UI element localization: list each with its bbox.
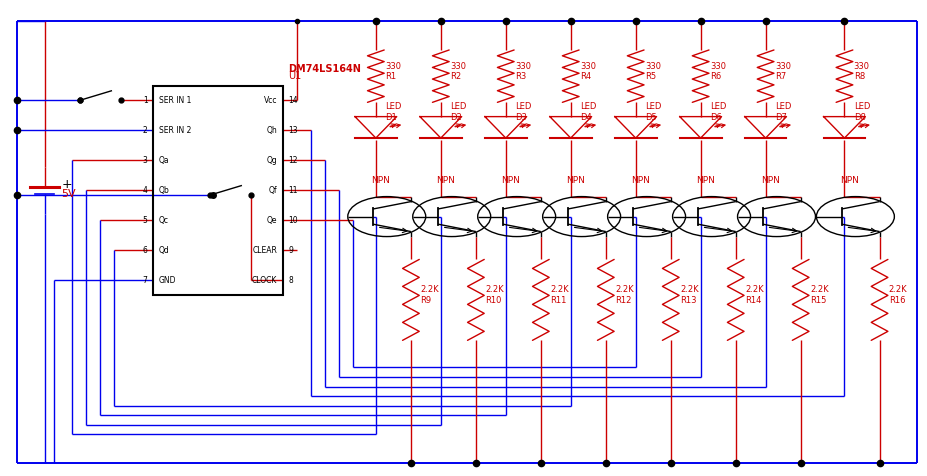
Text: LED
D6: LED D6	[709, 102, 726, 121]
Text: NPN: NPN	[760, 176, 779, 185]
Text: 6: 6	[143, 246, 147, 255]
Text: 3: 3	[143, 156, 147, 165]
Text: 2.2K
R13: 2.2K R13	[679, 286, 698, 305]
Text: 330
R5: 330 R5	[644, 62, 660, 81]
Text: 2.2K
R15: 2.2K R15	[809, 286, 828, 305]
Text: 10: 10	[288, 216, 298, 225]
Text: LED
D7: LED D7	[774, 102, 791, 121]
Text: NPN: NPN	[501, 176, 519, 185]
Text: CLOCK: CLOCK	[252, 276, 277, 285]
Text: LED
D8: LED D8	[853, 102, 870, 121]
Text: SER IN 2: SER IN 2	[159, 126, 191, 135]
Text: 2.2K
R11: 2.2K R11	[550, 286, 568, 305]
Text: Qf: Qf	[269, 186, 277, 195]
Text: NPN: NPN	[436, 176, 454, 185]
Text: 9: 9	[288, 246, 293, 255]
Text: 8: 8	[288, 276, 293, 285]
Text: 11: 11	[288, 186, 298, 195]
Text: SER IN 1: SER IN 1	[159, 96, 191, 105]
Text: LED
D5: LED D5	[644, 102, 661, 121]
Text: LED
D3: LED D3	[514, 102, 531, 121]
Text: 330
R2: 330 R2	[450, 62, 465, 81]
Text: Qa: Qa	[159, 156, 169, 165]
Text: LED
D4: LED D4	[579, 102, 596, 121]
Text: 2.2K
R9: 2.2K R9	[420, 286, 438, 305]
Text: DM74LS164N: DM74LS164N	[287, 64, 361, 74]
Text: GND: GND	[159, 276, 176, 285]
Text: NPN: NPN	[839, 176, 857, 185]
Text: Vcc: Vcc	[263, 96, 277, 105]
Text: 2: 2	[143, 126, 147, 135]
Text: U1: U1	[287, 71, 300, 81]
Text: NPN: NPN	[695, 176, 714, 185]
Text: 330
R8: 330 R8	[853, 62, 869, 81]
Text: +: +	[61, 178, 71, 191]
Text: 2.2K
R12: 2.2K R12	[615, 286, 633, 305]
Text: 330
R7: 330 R7	[774, 62, 790, 81]
Text: 13: 13	[288, 126, 298, 135]
Text: NPN: NPN	[630, 176, 649, 185]
Text: 2.2K
R14: 2.2K R14	[744, 286, 763, 305]
Text: 2.2K
R16: 2.2K R16	[888, 286, 907, 305]
Bar	[153, 86, 283, 295]
Text: Qb: Qb	[159, 186, 170, 195]
Text: Qc: Qc	[159, 216, 169, 225]
Text: 5V: 5V	[61, 189, 76, 199]
Text: Qh: Qh	[266, 126, 277, 135]
Text: 1: 1	[143, 96, 147, 105]
Text: 330
R1: 330 R1	[385, 62, 400, 81]
Text: LED
D1: LED D1	[385, 102, 401, 121]
Text: Qg: Qg	[266, 156, 277, 165]
Text: 7: 7	[143, 276, 147, 285]
Text: NPN: NPN	[565, 176, 584, 185]
Text: 12: 12	[288, 156, 298, 165]
Text: LED
D2: LED D2	[450, 102, 466, 121]
Text: NPN: NPN	[371, 176, 389, 185]
Text: 330
R3: 330 R3	[514, 62, 530, 81]
Text: Qe: Qe	[267, 216, 277, 225]
Text: 5: 5	[143, 216, 147, 225]
Text: CLEAR: CLEAR	[252, 246, 277, 255]
Text: 330
R4: 330 R4	[579, 62, 595, 81]
Text: Qd: Qd	[159, 246, 170, 255]
Text: 2.2K
R10: 2.2K R10	[485, 286, 503, 305]
Text: 4: 4	[143, 186, 147, 195]
Text: 330
R6: 330 R6	[709, 62, 725, 81]
Text: 14: 14	[288, 96, 298, 105]
